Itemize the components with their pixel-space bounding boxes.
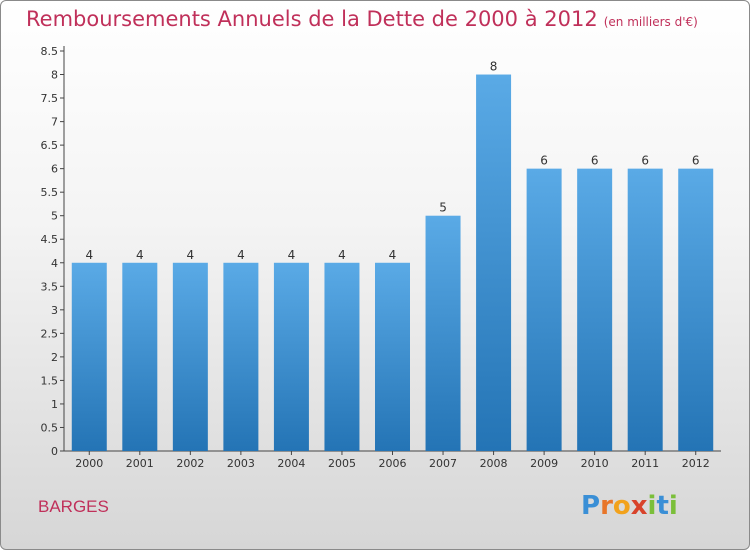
y-tick-label: 2 xyxy=(51,351,58,364)
x-tick-label: 2003 xyxy=(227,457,255,470)
bar xyxy=(172,262,208,451)
y-tick-label: 7.5 xyxy=(41,92,59,105)
y-tick-label: 8 xyxy=(51,69,58,82)
y-tick-label: 8.5 xyxy=(41,45,59,58)
bar xyxy=(627,168,663,451)
y-tick-label: 5.5 xyxy=(41,186,59,199)
x-tick-label: 2008 xyxy=(480,457,508,470)
logo-letter: i xyxy=(668,491,678,521)
bar xyxy=(577,168,613,451)
bar xyxy=(425,215,461,451)
y-tick-label: 3.5 xyxy=(41,280,59,293)
data-label: 6 xyxy=(591,154,599,168)
data-label: 6 xyxy=(540,154,548,168)
data-label: 4 xyxy=(389,248,397,262)
x-tick-label: 2012 xyxy=(682,457,710,470)
y-tick-label: 1 xyxy=(51,398,58,411)
y-tick-label: 4.5 xyxy=(41,233,59,246)
bar xyxy=(324,262,360,451)
x-tick-label: 2010 xyxy=(581,457,609,470)
data-label: 4 xyxy=(187,248,195,262)
logo-letter: t xyxy=(656,491,669,521)
data-label: 5 xyxy=(439,201,447,215)
commune-name: BARGES xyxy=(38,497,109,516)
x-tick-label: 2000 xyxy=(75,457,103,470)
data-label: 4 xyxy=(338,248,346,262)
data-label: 6 xyxy=(641,154,649,168)
y-tick-label: 2.5 xyxy=(41,327,59,340)
x-tick-label: 2004 xyxy=(277,457,305,470)
bar xyxy=(678,168,714,451)
y-tick-label: 0.5 xyxy=(41,421,59,434)
logo-letter: i xyxy=(647,491,657,521)
logo-letter: x xyxy=(630,491,648,521)
y-tick-label: 0 xyxy=(51,445,58,458)
x-tick-label: 2007 xyxy=(429,457,457,470)
y-tick-label: 1.5 xyxy=(41,374,59,387)
y-tick-label: 6.5 xyxy=(41,139,59,152)
proxiti-logo: Proxiti xyxy=(581,491,678,521)
y-tick-label: 5 xyxy=(51,210,58,223)
y-tick-label: 4 xyxy=(51,257,58,270)
x-tick-label: 2006 xyxy=(379,457,407,470)
y-tick-label: 7 xyxy=(51,116,58,129)
logo-letter: r xyxy=(600,491,613,521)
y-tick-label: 3 xyxy=(51,304,58,317)
data-label: 8 xyxy=(490,60,498,74)
data-label: 6 xyxy=(692,154,700,168)
bar xyxy=(71,262,107,451)
data-label: 4 xyxy=(136,248,144,262)
bar xyxy=(273,262,309,451)
x-tick-label: 2009 xyxy=(530,457,558,470)
logo-letter: P xyxy=(581,491,601,521)
x-tick-label: 2001 xyxy=(126,457,154,470)
data-label: 4 xyxy=(85,248,93,262)
x-tick-label: 2005 xyxy=(328,457,356,470)
data-label: 4 xyxy=(288,248,296,262)
chart-title-text: Remboursements Annuels de la Dette de 20… xyxy=(26,7,598,31)
bar xyxy=(122,262,158,451)
x-tick-label: 2011 xyxy=(631,457,659,470)
y-tick-label: 6 xyxy=(51,163,58,176)
chart-unit: (en milliers d'€) xyxy=(603,15,698,29)
logo-letter: o xyxy=(612,491,631,521)
bar xyxy=(223,262,259,451)
data-label: 4 xyxy=(237,248,245,262)
bar xyxy=(375,262,410,451)
chart-title: Remboursements Annuels de la Dette de 20… xyxy=(26,7,698,31)
bar xyxy=(476,74,512,451)
x-tick-label: 2002 xyxy=(176,457,204,470)
bar xyxy=(526,168,562,451)
